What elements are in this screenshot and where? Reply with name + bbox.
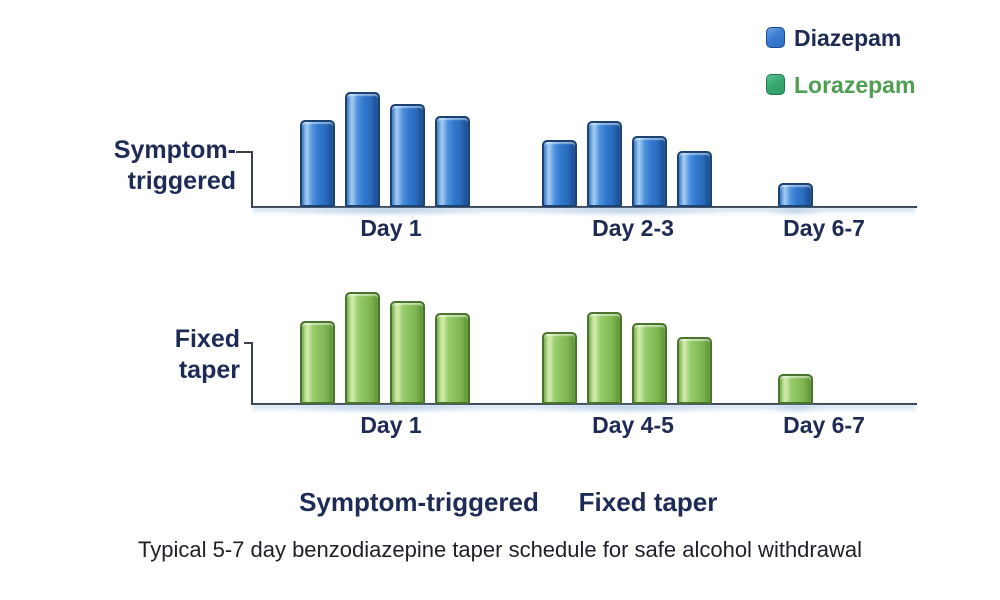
figure-caption: Typical 5-7 day benzodiazepine taper sch…: [138, 537, 862, 562]
row-label-line: triggered: [127, 167, 236, 195]
category-label: Day 4-5: [592, 412, 674, 438]
lorazepam-bar: [587, 312, 622, 404]
row-label-line: Fixed: [174, 325, 240, 353]
lorazepam-bar: [435, 313, 470, 404]
category-label: Day 6-7: [783, 412, 865, 438]
y-axis-connector: [244, 342, 253, 344]
row-label-fixed-taper: Fixed taper: [175, 324, 240, 386]
footer-label-fixed-taper: Fixed taper: [578, 487, 718, 517]
bar-group-shadow: [770, 404, 821, 412]
lorazepam-swatch-icon: [766, 74, 785, 95]
row-label-line: taper: [178, 356, 240, 384]
bar-group-shadow: [292, 207, 478, 215]
diazepam-bar: [300, 120, 335, 207]
bar-group-shadow: [292, 404, 478, 412]
category-label: Day 1: [360, 412, 422, 438]
lorazepam-bar: [778, 374, 813, 404]
category-label: Day 1: [360, 215, 422, 241]
diazepam-bar: [632, 136, 667, 207]
legend-label-lorazepam: Lorazepam: [794, 72, 916, 98]
y-axis-connector: [236, 151, 253, 153]
diazepam-bar: [677, 151, 712, 207]
bar-group-shadow: [770, 207, 821, 215]
footer-label-symptom-triggered: Symptom-triggered: [299, 487, 539, 517]
diazepam-bar: [345, 92, 380, 207]
legend-label-diazepam: Diazepam: [794, 25, 902, 51]
lorazepam-bar: [390, 301, 425, 404]
bar-group-shadow: [534, 207, 720, 215]
bar-group-shadow: [534, 404, 720, 412]
lorazepam-bar: [632, 323, 667, 404]
row-label-symptom-triggered: Symptom- triggered: [114, 135, 236, 197]
category-label: Day 6-7: [783, 215, 865, 241]
diazepam-bar: [587, 121, 622, 207]
row-label-line: Symptom-: [113, 136, 236, 164]
diazepam-bar: [390, 104, 425, 207]
category-label: Day 2-3: [592, 215, 674, 241]
lorazepam-bar: [542, 332, 577, 404]
diazepam-swatch-icon: [766, 27, 785, 48]
y-axis-line: [251, 342, 253, 405]
diazepam-bar: [778, 183, 813, 207]
diazepam-bar: [542, 140, 577, 207]
diazepam-bar: [435, 116, 470, 207]
y-axis-line: [251, 151, 253, 208]
lorazepam-bar: [677, 337, 712, 404]
lorazepam-bar: [345, 292, 380, 404]
lorazepam-bar: [300, 321, 335, 404]
